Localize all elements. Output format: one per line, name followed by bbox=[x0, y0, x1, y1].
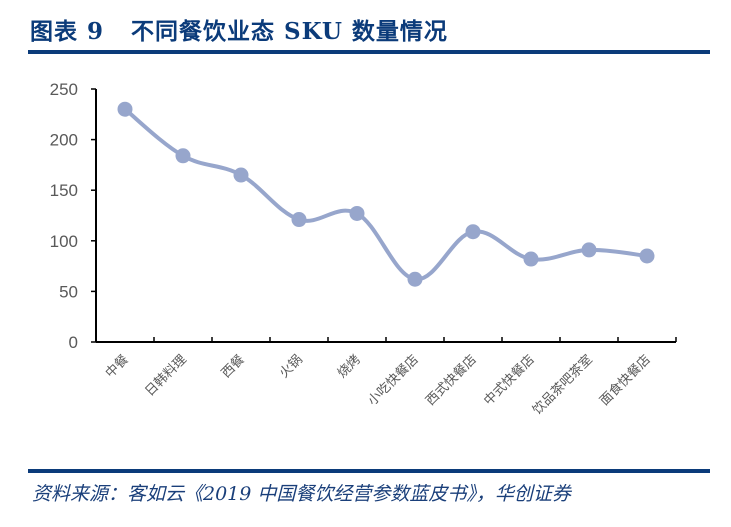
y-tick-label: 100 bbox=[50, 232, 78, 251]
x-tick-label: 面食快餐店 bbox=[597, 352, 654, 409]
y-tick-label: 150 bbox=[50, 181, 78, 200]
x-tick-label: 火锅 bbox=[276, 352, 306, 382]
x-tick-label: 西餐 bbox=[218, 352, 248, 382]
data-point-marker bbox=[291, 212, 307, 228]
y-tick-label: 200 bbox=[50, 131, 78, 150]
x-axis bbox=[96, 337, 677, 343]
data-point-marker bbox=[523, 251, 539, 267]
x-tick-label: 中餐 bbox=[102, 352, 132, 382]
x-tick-label: 西式快餐店 bbox=[423, 352, 480, 409]
y-axis: 0 50 100 150 200 250 bbox=[50, 80, 97, 352]
data-series bbox=[117, 101, 655, 287]
x-tick-label: 中式快餐店 bbox=[481, 352, 538, 409]
x-tick-label: 小吃快餐店 bbox=[365, 352, 422, 409]
x-tick-label: 烧烤 bbox=[335, 352, 364, 381]
line-chart: 0 50 100 150 200 250 中餐 日韩料理 西餐 火锅 烧烤 小吃快餐店 西式快餐店 中式… bbox=[50, 80, 677, 418]
data-point-marker bbox=[581, 242, 597, 258]
y-tick-label: 250 bbox=[50, 80, 78, 99]
data-point-marker bbox=[349, 205, 365, 221]
data-point-marker bbox=[233, 167, 249, 183]
title-divider bbox=[28, 50, 710, 54]
source-note: 资料来源：客如云《2019 中国餐饮经营参数蓝皮书》，华创证券 bbox=[32, 483, 571, 505]
data-point-marker bbox=[465, 224, 481, 240]
x-tick-label: 日韩料理 bbox=[142, 352, 189, 399]
data-point-marker bbox=[175, 148, 191, 164]
x-tick-label: 饮品茶吧茶室 bbox=[529, 352, 595, 418]
y-tick-label: 0 bbox=[69, 333, 78, 352]
data-point-marker bbox=[639, 248, 655, 264]
data-point-marker bbox=[117, 101, 133, 117]
data-point-marker bbox=[407, 271, 423, 287]
figure-title: 图表 9 不同餐饮业态 SKU 数量情况 bbox=[30, 18, 448, 45]
source-divider bbox=[28, 469, 710, 473]
series-line bbox=[123, 107, 649, 282]
y-tick-label: 50 bbox=[59, 282, 78, 301]
